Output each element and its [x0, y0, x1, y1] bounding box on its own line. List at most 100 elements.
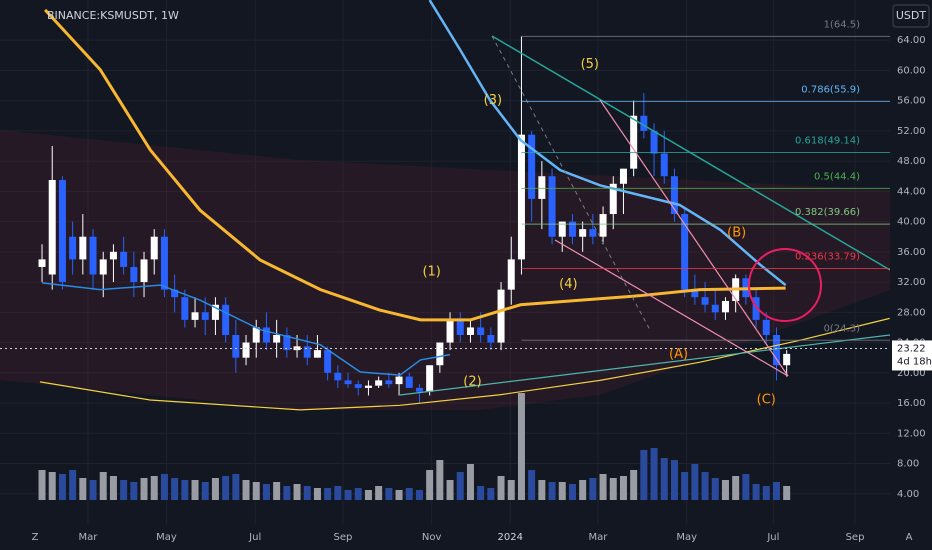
volume-bar — [303, 486, 311, 500]
last-price-box — [892, 340, 932, 371]
candle-body — [211, 304, 219, 320]
moving-average — [41, 282, 451, 376]
volume-bar — [477, 486, 485, 500]
candle-body — [599, 214, 607, 237]
candle-body — [528, 134, 536, 199]
volume-bar — [262, 484, 270, 500]
y-tick-label: 40.00 — [897, 217, 926, 228]
candle-body — [558, 221, 566, 237]
candle-body — [48, 180, 56, 275]
volume-bar — [79, 478, 87, 500]
candle-body — [344, 380, 352, 385]
currency-box[interactable] — [892, 4, 930, 28]
volume-bar — [405, 488, 413, 500]
candle-body — [670, 176, 678, 215]
candle-body — [171, 289, 179, 298]
y-tick-label: 32.00 — [897, 277, 926, 288]
candle-body — [691, 289, 699, 298]
fib-label: 0.618(49.14) — [795, 135, 860, 146]
volume-bar — [517, 393, 525, 500]
candle-body — [89, 236, 97, 275]
candle-body — [58, 180, 66, 283]
candle-body — [273, 334, 281, 343]
volume-bar — [364, 490, 372, 500]
candle-body — [548, 176, 556, 237]
candle-body — [79, 236, 87, 260]
candle-body — [201, 312, 209, 320]
volume-bar — [650, 448, 658, 500]
volume-bar — [426, 470, 434, 500]
volume-bar — [38, 470, 46, 500]
candle-body — [579, 229, 587, 237]
fib-label: 0.5(44.4) — [814, 171, 860, 182]
volume-bar — [711, 478, 719, 500]
candle-body — [762, 319, 770, 335]
wave-label: (4) — [559, 277, 577, 292]
price-layer — [38, 0, 890, 411]
volume-bar — [487, 488, 495, 500]
trend-line — [599, 99, 789, 377]
zoom-button[interactable]: Z — [32, 532, 39, 543]
candle-body — [181, 297, 189, 320]
candle-body — [293, 346, 301, 351]
volume-bar — [681, 472, 689, 500]
volume-bar — [640, 450, 648, 500]
fib-label: 0.786(55.9) — [801, 84, 860, 95]
volume-bar — [538, 480, 546, 500]
volume-bar — [324, 488, 332, 500]
y-tick-label: 12.00 — [897, 428, 926, 439]
currency[interactable]: USDT — [896, 9, 927, 22]
candle-body — [538, 176, 546, 199]
y-tick-label: 36.00 — [897, 247, 926, 258]
trend-line — [554, 239, 789, 377]
y-tick-label: 8.00 — [897, 459, 919, 470]
y-tick-label: 28.00 — [897, 307, 926, 318]
candle-body — [426, 365, 434, 392]
volume-bar — [599, 474, 607, 500]
candle-body — [354, 384, 362, 388]
candle-body — [150, 236, 158, 260]
trend-line — [491, 35, 891, 271]
x-tick-label: 2024 — [498, 532, 523, 543]
volume-bar — [762, 486, 770, 500]
volume-bar — [99, 472, 107, 500]
candle-body — [324, 350, 332, 373]
candle-body — [160, 236, 168, 290]
volume-bar — [742, 474, 750, 500]
candle-body — [436, 342, 444, 366]
wave-label: (C) — [757, 393, 776, 408]
volume-bar — [752, 484, 760, 500]
volume-bar — [415, 490, 423, 500]
candle-body — [242, 342, 250, 358]
volume-bar — [385, 488, 393, 500]
volume-bar — [344, 490, 352, 500]
volume-bar — [721, 480, 729, 500]
y-tick-label: 56.00 — [897, 96, 926, 107]
fib-label: 1(64.5) — [824, 19, 861, 30]
volume-bar — [283, 486, 291, 500]
wave-label: (B) — [727, 225, 746, 240]
volume-bar — [548, 482, 556, 500]
volume-bar — [732, 476, 740, 500]
x-tick-label: Sep — [334, 532, 353, 543]
candle-body — [507, 259, 515, 290]
candle-body — [456, 319, 464, 335]
candle-body — [191, 312, 199, 320]
candle-body — [313, 350, 321, 358]
wave-label: (5) — [581, 57, 599, 72]
candle-body — [681, 214, 689, 290]
symbol-title: BINANCE:KSMUSDT, 1W — [47, 9, 179, 22]
candle-body — [497, 289, 505, 343]
volume-bar — [354, 488, 362, 500]
volume-bar — [507, 480, 515, 500]
wave-label: (2) — [463, 374, 481, 389]
volume-bar — [568, 484, 576, 500]
y-tick-label: 64.00 — [897, 35, 926, 46]
volume-bar — [691, 464, 699, 500]
moving-average — [39, 317, 890, 411]
auto-button[interactable]: A — [906, 532, 913, 543]
volume-bar — [109, 476, 117, 500]
candle-body — [660, 153, 668, 177]
candle-body — [140, 259, 148, 283]
